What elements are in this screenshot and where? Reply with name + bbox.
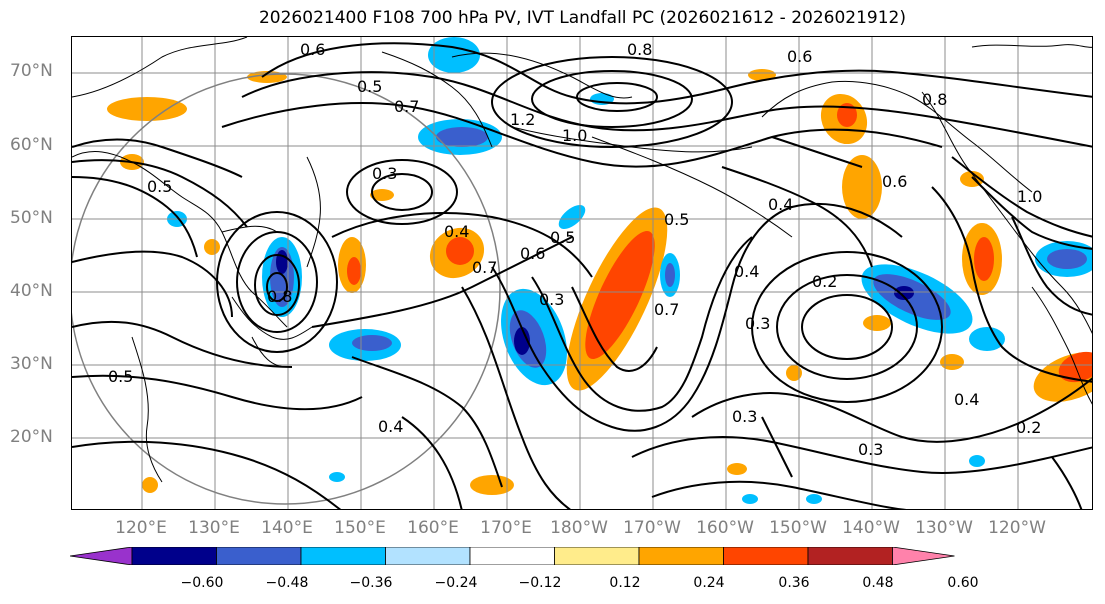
- contour-label: 0.4: [378, 417, 403, 436]
- contour-label: 0.3: [745, 314, 770, 333]
- colorbar-extend-max: [892, 547, 955, 565]
- contour-label: 0.5: [108, 367, 133, 386]
- contour-label: 0.6: [787, 47, 812, 66]
- lat-label-40n: 40°N: [10, 281, 53, 301]
- contour-labels: 0.6 0.8 0.6 0.5 0.7 1.2 1.0 0.8 0.3 0.5 …: [108, 40, 1042, 459]
- colorbar-tick: 0.24: [693, 575, 725, 591]
- range-circle: [72, 73, 501, 505]
- contour-label: 0.5: [357, 77, 382, 96]
- contour-label: 0.6: [300, 40, 325, 59]
- contour-label: 0.6: [882, 172, 907, 191]
- contour-label: 1.0: [1017, 187, 1042, 206]
- lon-label-120e: 120°E: [115, 518, 167, 538]
- colorbar-bin: [385, 547, 471, 565]
- contour-label: 0.6: [520, 244, 545, 263]
- contour-label: 1.0: [562, 126, 587, 145]
- colorbar-extend-min: [70, 547, 133, 565]
- contour-label: 0.4: [734, 262, 759, 281]
- contour-label: 0.5: [147, 177, 172, 196]
- map-panel: 0.6 0.8 0.6 0.5 0.7 1.2 1.0 0.8 0.3 0.5 …: [71, 36, 1093, 510]
- contour-label: 0.3: [539, 290, 564, 309]
- contour-label: 0.7: [394, 97, 419, 116]
- colorbar-boxes: [70, 547, 955, 565]
- colorbar-bin: [638, 547, 724, 565]
- colorbar-tick: −0.36: [349, 575, 393, 591]
- lat-label-20n: 20°N: [10, 427, 53, 447]
- colorbar-bin: [807, 547, 893, 565]
- pc-shading: [107, 37, 1092, 504]
- contour-label: 0.4: [954, 390, 979, 409]
- lon-label-150e: 150°E: [334, 518, 386, 538]
- contour-label: 0.7: [472, 258, 497, 277]
- contour-label: 0.2: [812, 272, 837, 291]
- contour-label: 0.8: [267, 287, 292, 306]
- contour-label: 0.4: [444, 222, 469, 241]
- lon-label-160w: 160°W: [696, 518, 754, 538]
- lat-label-30n: 30°N: [10, 354, 53, 374]
- contour-label: 0.4: [768, 195, 793, 214]
- contour-label: 0.8: [627, 40, 652, 59]
- map-canvas: 0.6 0.8 0.6 0.5 0.7 1.2 1.0 0.8 0.3 0.5 …: [72, 37, 1092, 509]
- colorbar-tick: 0.36: [778, 575, 810, 591]
- contour-label: 0.5: [550, 228, 575, 247]
- colorbar-tick: 0.60: [947, 575, 979, 591]
- colorbar: [70, 547, 955, 565]
- lat-label-60n: 60°N: [10, 135, 53, 155]
- lon-label-140w: 140°W: [842, 518, 900, 538]
- lon-label-160e: 160°E: [407, 518, 459, 538]
- colorbar-tick: −0.48: [265, 575, 309, 591]
- colorbar-bin: [554, 547, 640, 565]
- colorbar-tick: −0.12: [518, 575, 562, 591]
- lon-label-150w: 150°W: [769, 518, 827, 538]
- colorbar-bin: [469, 547, 555, 565]
- colorbar-bin: [300, 547, 386, 565]
- contour-label: 0.8: [922, 90, 947, 109]
- colorbar-tick: −0.24: [434, 575, 478, 591]
- lat-label-50n: 50°N: [10, 208, 53, 228]
- colorbar-bin: [216, 547, 302, 565]
- colorbar-tick: 0.48: [862, 575, 894, 591]
- lon-label-170e: 170°E: [480, 518, 532, 538]
- contour-label: 0.7: [654, 300, 679, 319]
- colorbar-bin: [723, 547, 809, 565]
- contour-label: 0.3: [732, 407, 757, 426]
- colorbar-bin: [131, 547, 217, 565]
- contour-label: 0.5: [664, 210, 689, 229]
- contour-label: 0.2: [1016, 418, 1041, 437]
- lat-label-70n: 70°N: [10, 61, 53, 81]
- lon-label-170w: 170°W: [623, 518, 681, 538]
- lon-label-180w: 180°W: [550, 518, 608, 538]
- map-title: 2026021400 F108 700 hPa PV, IVT Landfall…: [258, 8, 906, 28]
- colorbar-tick: 0.12: [609, 575, 641, 591]
- contour-label: 1.2: [510, 110, 535, 129]
- contour-label: 0.3: [858, 440, 883, 459]
- contour-label: 0.3: [372, 164, 397, 183]
- colorbar-tick: −0.60: [180, 575, 224, 591]
- pv-contours: [72, 42, 1092, 509]
- lon-label-120w: 120°W: [988, 518, 1046, 538]
- lon-label-130e: 130°E: [188, 518, 240, 538]
- lon-label-140e: 140°E: [261, 518, 313, 538]
- lon-label-130w: 130°W: [915, 518, 973, 538]
